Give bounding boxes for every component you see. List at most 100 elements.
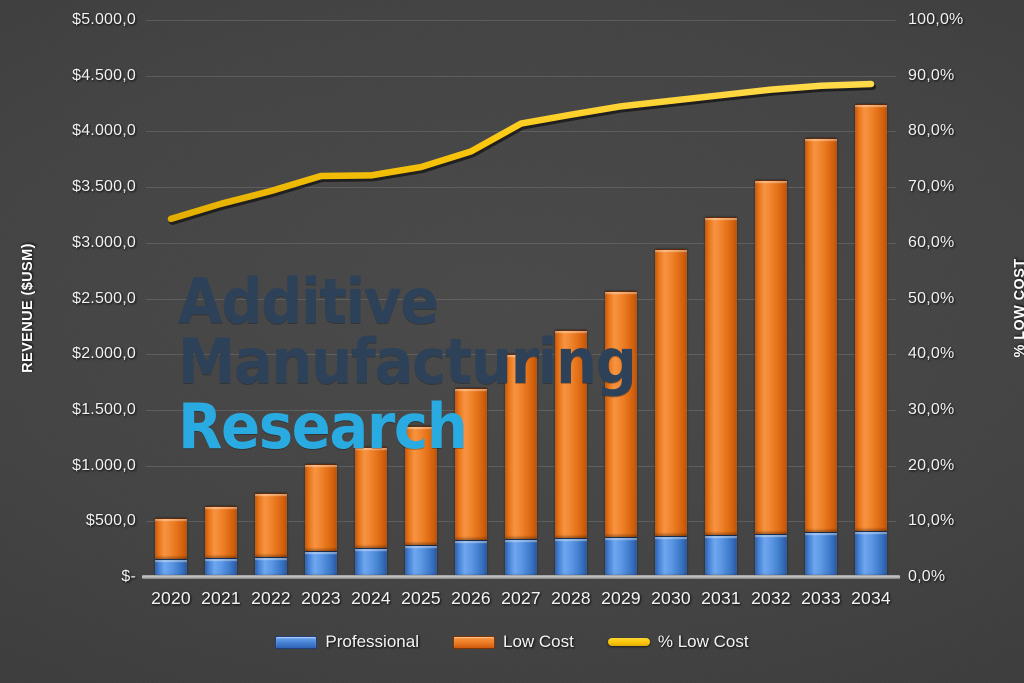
bar-group[interactable] [296,20,346,577]
x-axis-tick: 2031 [701,588,741,608]
y-axis-right-labels: 100,0% 90,0% 80,0% 70,0% 60,0% 50,0% 40,0% 30,0… [908,0,1024,683]
y-axis-left-tick: $4.000,0 [72,122,136,140]
x-axis-tick: 2033 [801,588,841,608]
bar-segment-professional[interactable] [155,559,187,577]
bar-segment-low-cost[interactable] [655,248,687,536]
gridline [146,20,896,21]
y-axis-left-tick: $5.000,0 [72,11,136,28]
bar-group[interactable] [396,20,446,577]
y-axis-left-tick: $500,0 [85,512,136,530]
y-axis-right-tick: 70,0% [908,178,955,196]
y-axis-left-tick: $1.000,0 [72,456,136,474]
y-axis-right-tick: 40,0% [908,345,955,363]
bar-group[interactable] [196,20,246,577]
bar-segment-low-cost[interactable] [605,290,637,538]
bar-segment-low-cost[interactable] [355,446,387,549]
x-axis-tick: 2027 [501,588,541,608]
bar-segment-professional[interactable] [805,531,837,577]
bar-group[interactable] [596,20,646,577]
y-axis-left-tick: $1.500,0 [72,400,136,418]
y-axis-right-title: % LOW COST [1012,258,1024,357]
bar-segment-low-cost[interactable] [155,517,187,560]
x-axis-tick: 2030 [651,588,691,608]
bar-segment-low-cost[interactable] [205,505,237,559]
bar-segment-professional[interactable] [305,551,337,577]
chart-legend: Professional Low Cost % Low Cost [0,632,1024,652]
x-axis-tick: 2032 [751,588,791,608]
bar-segment-low-cost[interactable] [455,387,487,541]
y-axis-right-tick: 20,0% [908,456,955,474]
legend-line-swatch [607,638,650,646]
gridline [146,75,896,77]
bar-segment-professional[interactable] [755,533,787,577]
bar-segment-low-cost[interactable] [805,137,837,532]
legend-item[interactable]: Professional [275,632,419,652]
legend-bar-swatch [275,635,318,649]
bar-group[interactable] [746,20,796,577]
bar-group[interactable] [696,20,746,577]
y-axis-right-tick: 90,0% [908,66,955,84]
bar-segment-professional[interactable] [255,556,287,577]
bar-group[interactable] [446,20,496,577]
bar-segment-low-cost[interactable] [505,354,537,539]
bar-segment-low-cost[interactable] [405,426,437,546]
y-axis-right-tick: 100,0% [908,11,964,28]
bar-segment-professional[interactable] [605,537,637,577]
legend-bar-swatch [452,635,495,649]
y-axis-left-tick: $2.000,0 [72,345,136,363]
x-axis-tick: 2021 [201,588,241,608]
bar-segment-professional[interactable] [555,538,587,577]
bar-segment-professional[interactable] [505,538,537,577]
legend-item[interactable]: Low Cost [452,632,574,652]
y-axis-left-tick: $3.000,0 [72,233,136,251]
y-axis-left-tick: $2.500,0 [72,289,136,307]
x-axis-line [142,575,900,579]
y-axis-right-tick: 30,0% [908,400,955,418]
x-axis-labels: 2020 2021 2022 2023 2024 2025 2026 2027 2028 2029… [146,588,896,618]
x-axis-tick: 2023 [301,588,341,608]
bar-group[interactable] [796,20,846,577]
bar-group[interactable] [346,20,396,577]
x-axis-tick: 2025 [401,588,441,608]
bar-segment-low-cost[interactable] [255,493,287,557]
y-axis-left-title: REVENUE ($USM) [20,243,36,373]
bar-segment-professional[interactable] [655,535,687,577]
y-axis-right-tick: 10,0% [908,512,955,530]
bar-segment-low-cost[interactable] [705,217,737,535]
bar-group[interactable] [846,20,896,577]
x-axis-tick: 2020 [151,588,191,608]
y-axis-left-tick: $4.500,0 [72,66,136,84]
bar-group[interactable] [246,20,296,577]
x-axis-tick: 2022 [251,588,291,608]
bar-segment-low-cost[interactable] [755,179,787,534]
bar-segment-low-cost[interactable] [555,330,587,539]
bar-group[interactable] [146,20,196,577]
legend-label: % Low Cost [657,632,749,651]
x-axis-tick: 2026 [451,588,491,608]
bar-segment-professional[interactable] [355,548,387,577]
legend-label: Professional [325,632,419,651]
bar-segment-professional[interactable] [205,558,237,577]
bar-segment-low-cost[interactable] [855,103,887,531]
x-axis-tick: 2029 [601,588,641,608]
y-axis-left-labels: $5.000,0 $4.500,0 $4.000,0 $3.500,0 $3.000,0… [0,0,136,683]
legend-item[interactable]: % Low Cost [607,632,749,652]
x-axis-tick: 2034 [851,588,891,608]
x-axis-tick: 2028 [551,588,591,608]
bar-group[interactable] [496,20,546,577]
bar-segment-professional[interactable] [455,540,487,577]
bar-segment-professional[interactable] [405,545,437,577]
x-axis-tick: 2024 [351,588,391,608]
bar-segment-low-cost[interactable] [305,463,337,552]
legend-label: Low Cost [502,632,574,651]
bar-segment-professional[interactable] [855,530,887,577]
bar-group[interactable] [546,20,596,577]
y-axis-left-tick: $3.500,0 [72,178,136,196]
y-axis-right-tick: 0,0% [908,568,946,585]
bar-group[interactable] [646,20,696,577]
bar-segment-professional[interactable] [705,534,737,577]
y-axis-left-tick: $- [121,568,136,585]
gridline [146,298,896,300]
y-axis-right-tick: 80,0% [908,122,955,140]
